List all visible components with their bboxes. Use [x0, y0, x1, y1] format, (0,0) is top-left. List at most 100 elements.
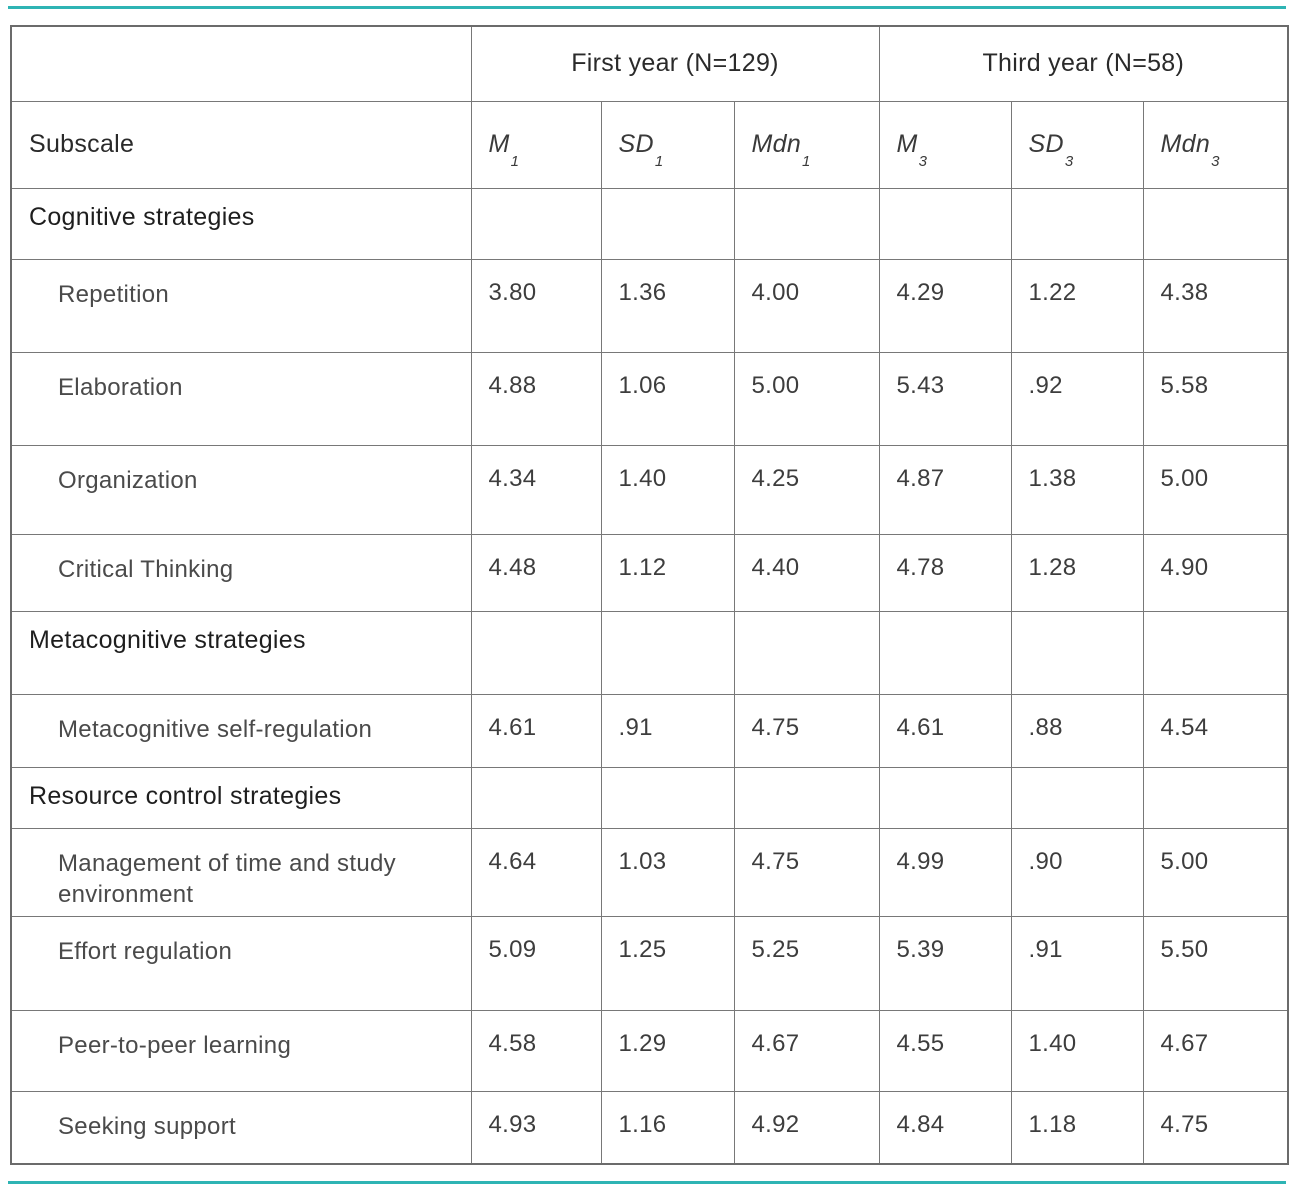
- table-row: Effort regulation 5.09 1.25 5.25 5.39.91 5.50: [10, 915, 1289, 1011]
- subscale-item-label: Organization: [10, 444, 472, 535]
- value-cell: 5.39: [878, 915, 1012, 1011]
- table-body: Cognitive strategies Repetition 3.80 1.36 4.…: [10, 187, 1289, 1165]
- value-cell: 5.00: [1142, 444, 1289, 535]
- table-row: Repetition 3.80 1.36 4.00 4.29 1.22 4.38: [10, 258, 1289, 353]
- stat-column-header-SD3: SD3: [1010, 100, 1144, 189]
- stat-header-subscript: 1: [654, 153, 664, 170]
- stat-header-symbol: M: [488, 130, 510, 158]
- table-row: Elaboration 4.88 1.06 5.00 5.43.92 5.58: [10, 351, 1289, 446]
- value-cell: [600, 610, 735, 695]
- section-label: Metacognitive strategies: [10, 610, 472, 695]
- subscale-item-label: Elaboration: [10, 351, 472, 446]
- corner-blank-cell: [10, 25, 472, 102]
- value-cell: 1.29: [600, 1009, 735, 1092]
- group-header-row: First year (N=129) Third year (N=58): [10, 25, 1289, 102]
- value-cell: 4.84: [878, 1090, 1012, 1165]
- value-cell: [470, 610, 602, 695]
- value-cell: 1.40: [600, 444, 735, 535]
- value-cell: [733, 766, 880, 829]
- subscale-item-label: Management of time and study environment: [10, 827, 472, 917]
- value-cell: .88: [1010, 693, 1144, 768]
- stat-column-header-SD1: SD1: [600, 100, 735, 189]
- subscale-column-header: Subscale: [10, 100, 472, 189]
- section-row: Cognitive strategies: [10, 187, 1289, 260]
- value-cell: [878, 610, 1012, 695]
- value-cell: 4.90: [1142, 533, 1289, 612]
- subscale-item-label: Critical Thinking: [10, 533, 472, 612]
- value-cell: 5.50: [1142, 915, 1289, 1011]
- value-cell: [1142, 187, 1289, 260]
- value-cell: 4.99: [878, 827, 1012, 917]
- stat-header-symbol: M: [896, 130, 918, 158]
- stats-table: First year (N=129) Third year (N=58) Sub…: [10, 25, 1290, 1165]
- value-cell: 4.48: [470, 533, 602, 612]
- subscale-item-label: Metacognitive self-regulation: [10, 693, 472, 768]
- value-cell: 1.18: [1010, 1090, 1144, 1165]
- stat-header-symbol: Mdn: [1160, 130, 1211, 158]
- value-cell: 4.75: [733, 693, 880, 768]
- value-cell: 4.78: [878, 533, 1012, 612]
- value-cell: [878, 187, 1012, 260]
- value-cell: 4.61: [470, 693, 602, 768]
- bottom-accent-rule: [8, 1181, 1286, 1184]
- subscale-item-label: Seeking support: [10, 1090, 472, 1165]
- section-label: Resource control strategies: [10, 766, 472, 829]
- value-cell: 5.25: [733, 915, 880, 1011]
- table-row: Management of time and study environment…: [10, 827, 1289, 917]
- table-row: Seeking support 4.93 1.16 4.92 4.84 1.18 4.75: [10, 1090, 1289, 1165]
- value-cell: [733, 610, 880, 695]
- value-cell: [1142, 766, 1289, 829]
- value-cell: [600, 766, 735, 829]
- value-cell: .90: [1010, 827, 1144, 917]
- value-cell: 4.93: [470, 1090, 602, 1165]
- value-cell: 4.38: [1142, 258, 1289, 353]
- value-cell: 1.28: [1010, 533, 1144, 612]
- value-cell: 4.34: [470, 444, 602, 535]
- value-cell: 1.38: [1010, 444, 1144, 535]
- value-cell: 1.16: [600, 1090, 735, 1165]
- value-cell: [878, 766, 1012, 829]
- stat-column-header-Mdn3: Mdn3: [1142, 100, 1289, 189]
- value-cell: [1010, 610, 1144, 695]
- value-cell: 1.12: [600, 533, 735, 612]
- top-accent-rule: [8, 6, 1286, 9]
- stat-header-subscript: 1: [802, 153, 811, 170]
- value-cell: 4.61: [878, 693, 1012, 768]
- value-cell: 4.67: [733, 1009, 880, 1092]
- value-cell: 4.92: [733, 1090, 880, 1165]
- value-cell: [600, 187, 735, 260]
- stat-header-symbol: SD: [618, 130, 654, 158]
- value-cell: [470, 187, 602, 260]
- group-header-first-year: First year (N=129): [470, 25, 880, 102]
- value-cell: 4.00: [733, 258, 880, 353]
- stat-header-subscript: 3: [1211, 153, 1220, 170]
- table-row: Peer-to-peer learning 4.58 1.29 4.67 4.55 1.4…: [10, 1009, 1289, 1092]
- column-header-row: Subscale M1 SD1 Mdn1 M3 SD3 Mdn3: [10, 100, 1289, 189]
- table-row: Metacognitive self-regulation 4.61.91 4.75…: [10, 693, 1289, 768]
- value-cell: 5.00: [733, 351, 880, 446]
- value-cell: 4.55: [878, 1009, 1012, 1092]
- value-cell: 4.54: [1142, 693, 1289, 768]
- stat-header-subscript: 1: [510, 153, 520, 170]
- value-cell: 4.40: [733, 533, 880, 612]
- stat-header-subscript: 3: [918, 153, 928, 170]
- value-cell: 1.06: [600, 351, 735, 446]
- value-cell: [470, 766, 602, 829]
- value-cell: 1.36: [600, 258, 735, 353]
- stat-column-header-M1: M1: [470, 100, 602, 189]
- value-cell: 4.75: [1142, 1090, 1289, 1165]
- value-cell: [1142, 610, 1289, 695]
- stat-header-symbol: Mdn: [751, 130, 802, 158]
- value-cell: 5.00: [1142, 827, 1289, 917]
- section-row: Metacognitive strategies: [10, 610, 1289, 695]
- value-cell: [1010, 766, 1144, 829]
- value-cell: 4.87: [878, 444, 1012, 535]
- value-cell: 4.88: [470, 351, 602, 446]
- value-cell: .91: [600, 693, 735, 768]
- value-cell: 5.09: [470, 915, 602, 1011]
- value-cell: [1010, 187, 1144, 260]
- table-row: Organization 4.34 1.40 4.25 4.87 1.38 5.00: [10, 444, 1289, 535]
- stat-column-header-Mdn1: Mdn1: [733, 100, 880, 189]
- value-cell: 5.43: [878, 351, 1012, 446]
